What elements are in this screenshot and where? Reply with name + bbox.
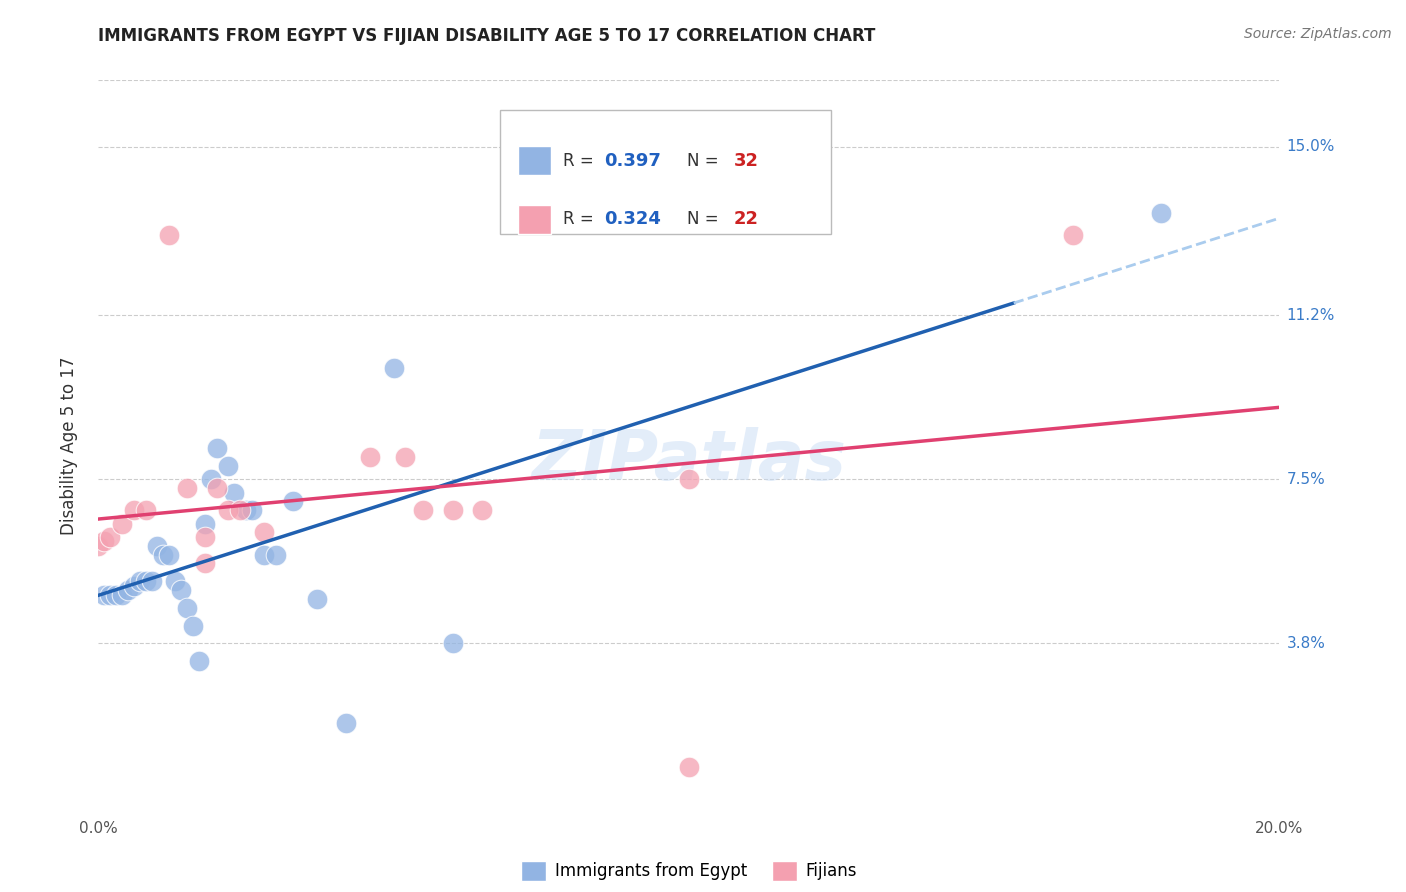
Point	[181, 618, 204, 632]
Text: N =: N =	[686, 211, 724, 228]
Point	[187, 654, 209, 668]
Bar	[517, 146, 551, 176]
Point	[152, 548, 174, 562]
Point	[240, 503, 263, 517]
Text: Source: ZipAtlas.com: Source: ZipAtlas.com	[1244, 27, 1392, 41]
Point	[394, 450, 416, 464]
Bar	[517, 204, 551, 234]
Point	[176, 600, 198, 615]
Point	[157, 228, 180, 243]
Y-axis label: Disability Age 5 to 17: Disability Age 5 to 17	[59, 357, 77, 535]
Point	[194, 557, 217, 571]
Point	[205, 481, 228, 495]
Point	[253, 525, 276, 540]
Point	[98, 587, 121, 601]
Point	[235, 503, 257, 517]
Point	[141, 574, 163, 589]
Point	[117, 583, 139, 598]
Point	[229, 503, 252, 517]
Point	[105, 587, 128, 601]
Point	[135, 574, 157, 589]
Text: R =: R =	[562, 152, 599, 169]
Point	[441, 636, 464, 650]
Text: 0.324: 0.324	[605, 211, 661, 228]
Point	[1150, 206, 1173, 220]
Point	[111, 587, 134, 601]
Text: 7.5%: 7.5%	[1286, 472, 1326, 487]
Text: 3.8%: 3.8%	[1286, 636, 1326, 651]
Point	[135, 503, 157, 517]
Legend: Immigrants from Egypt, Fijians: Immigrants from Egypt, Fijians	[515, 854, 863, 888]
Point	[87, 539, 110, 553]
Text: 0.397: 0.397	[605, 152, 661, 169]
Point	[441, 503, 464, 517]
Text: ZIPatlas: ZIPatlas	[531, 427, 846, 494]
Point	[264, 548, 287, 562]
Point	[471, 503, 494, 517]
FancyBboxPatch shape	[501, 110, 831, 234]
Point	[382, 361, 405, 376]
Point	[678, 472, 700, 486]
Point	[224, 485, 246, 500]
Point	[176, 481, 198, 495]
Point	[93, 587, 115, 601]
Point	[128, 574, 150, 589]
Text: 32: 32	[734, 152, 759, 169]
Point	[98, 530, 121, 544]
Text: R =: R =	[562, 211, 599, 228]
Point	[217, 503, 239, 517]
Point	[93, 534, 115, 549]
Point	[170, 583, 193, 598]
Point	[122, 579, 145, 593]
Point	[111, 516, 134, 531]
Point	[678, 760, 700, 774]
Point	[1062, 228, 1084, 243]
Point	[253, 548, 276, 562]
Point	[157, 548, 180, 562]
Point	[412, 503, 434, 517]
Point	[283, 494, 305, 508]
Text: 22: 22	[734, 211, 759, 228]
Point	[194, 516, 217, 531]
Point	[200, 472, 222, 486]
Text: N =: N =	[686, 152, 724, 169]
Point	[194, 530, 217, 544]
Text: 15.0%: 15.0%	[1286, 139, 1334, 154]
Point	[146, 539, 169, 553]
Point	[335, 716, 357, 731]
Point	[165, 574, 187, 589]
Point	[217, 458, 239, 473]
Text: IMMIGRANTS FROM EGYPT VS FIJIAN DISABILITY AGE 5 TO 17 CORRELATION CHART: IMMIGRANTS FROM EGYPT VS FIJIAN DISABILI…	[98, 27, 876, 45]
Point	[359, 450, 381, 464]
Point	[205, 441, 228, 455]
Point	[122, 503, 145, 517]
Text: 11.2%: 11.2%	[1286, 308, 1334, 323]
Point	[305, 591, 328, 606]
